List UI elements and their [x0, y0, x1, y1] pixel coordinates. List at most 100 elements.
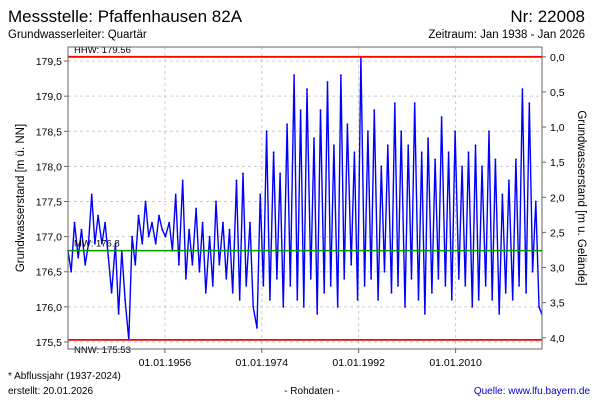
data-point — [282, 306, 285, 308]
data-point — [259, 193, 262, 196]
y2-tick-label: 1,0 — [550, 122, 565, 134]
data-point — [158, 214, 160, 217]
data-point — [346, 123, 349, 126]
data-point — [383, 270, 386, 273]
data-point — [293, 74, 295, 76]
data-point — [373, 109, 376, 112]
data-point — [323, 291, 326, 294]
y-tick-label: 176,0 — [36, 302, 62, 314]
data-point — [279, 172, 281, 175]
data-point — [77, 256, 80, 259]
data-point — [528, 102, 531, 105]
data-point — [80, 228, 83, 231]
data-point — [309, 277, 312, 280]
data-point — [508, 179, 510, 182]
data-point — [208, 235, 211, 238]
series-line — [67, 56, 543, 341]
x-tick-label: 01.01.1974 — [236, 357, 289, 369]
plot-frame — [67, 46, 543, 350]
data-point — [431, 291, 433, 294]
data-point — [222, 221, 224, 224]
data-point — [370, 277, 372, 280]
data-point — [265, 130, 268, 133]
y-tick-label: 176,5 — [36, 267, 62, 279]
data-point — [286, 123, 288, 126]
data-point — [289, 284, 292, 287]
data-point — [427, 137, 429, 140]
axis-ticks: 175,5 176,0 176,5 177,0 177,5 178,0 178,5 179,0… — [36, 52, 565, 369]
period-label: Zeitraum: Jan 1938 - Jan 2026 — [428, 29, 585, 41]
data-point — [501, 193, 504, 196]
data-point — [504, 291, 507, 294]
data-point — [377, 298, 379, 301]
data-point — [518, 284, 520, 287]
data-point — [474, 144, 477, 147]
data-point — [302, 306, 305, 308]
data-point — [404, 306, 406, 308]
chart-title: Messstelle: Pfaffenhausen 82A — [8, 7, 243, 26]
station-number: Nr: 22008 — [510, 7, 585, 26]
data-point — [353, 151, 356, 154]
data-point — [235, 179, 238, 182]
y-axis-title: Grundwasserstand [m ü. NN] — [15, 124, 27, 272]
data-point — [407, 144, 410, 147]
data-point — [84, 263, 87, 266]
data-point — [191, 263, 194, 266]
y2-tick-label: 3,0 — [550, 263, 565, 275]
y2-tick-label: 1,5 — [550, 157, 565, 169]
data-point — [228, 228, 231, 231]
data-point — [231, 291, 234, 294]
data-point — [306, 88, 308, 90]
data-point — [70, 270, 73, 273]
data-point — [491, 298, 494, 301]
data-point — [363, 284, 366, 287]
data-point — [110, 291, 113, 294]
data-point — [417, 298, 420, 301]
data-point — [117, 313, 120, 315]
data-point — [329, 284, 332, 287]
data-point — [87, 242, 90, 245]
data-point — [326, 81, 329, 83]
data-point — [144, 200, 147, 203]
data-point — [188, 228, 191, 231]
data-point — [101, 242, 103, 245]
data-point — [484, 284, 487, 287]
reference-lines: HHW: 179.56 MW: 176.8 NNW: 175.53 — [68, 45, 542, 356]
source-link[interactable]: Quelle: www.lfu.bayern.de — [474, 386, 591, 397]
data-point — [440, 116, 443, 119]
y-tick-label: 178,5 — [36, 126, 62, 138]
data-point — [137, 214, 140, 217]
data-point — [262, 284, 265, 287]
data-point — [481, 165, 483, 168]
data-point — [393, 102, 396, 105]
data-point — [464, 284, 467, 287]
data-point — [488, 130, 490, 133]
data-point — [511, 298, 514, 301]
data-point — [454, 130, 456, 133]
data-point — [147, 235, 150, 238]
data-point — [245, 284, 248, 287]
data-point — [249, 221, 251, 224]
data-point — [367, 130, 369, 133]
y2-tick-label: 4,0 — [550, 333, 565, 345]
data-point — [450, 298, 453, 301]
data-point — [356, 298, 359, 301]
data-point — [386, 144, 389, 147]
data-point — [114, 242, 117, 245]
data-point — [461, 165, 463, 168]
y2-tick-label: 0,5 — [550, 87, 565, 99]
created-date: erstellt: 20.01.2026 — [8, 386, 93, 397]
data-point — [215, 200, 217, 203]
data-point — [336, 306, 339, 308]
data-point — [185, 277, 187, 280]
data-point — [272, 151, 275, 154]
footnote: * Abflussjahr (1937-2024) — [8, 371, 121, 382]
data-point — [316, 313, 319, 315]
data-point — [525, 291, 527, 294]
data-point — [164, 235, 167, 238]
data-point — [201, 221, 204, 224]
data-point — [457, 277, 460, 280]
ref-label-mw: MW: 176.8 — [74, 239, 120, 250]
